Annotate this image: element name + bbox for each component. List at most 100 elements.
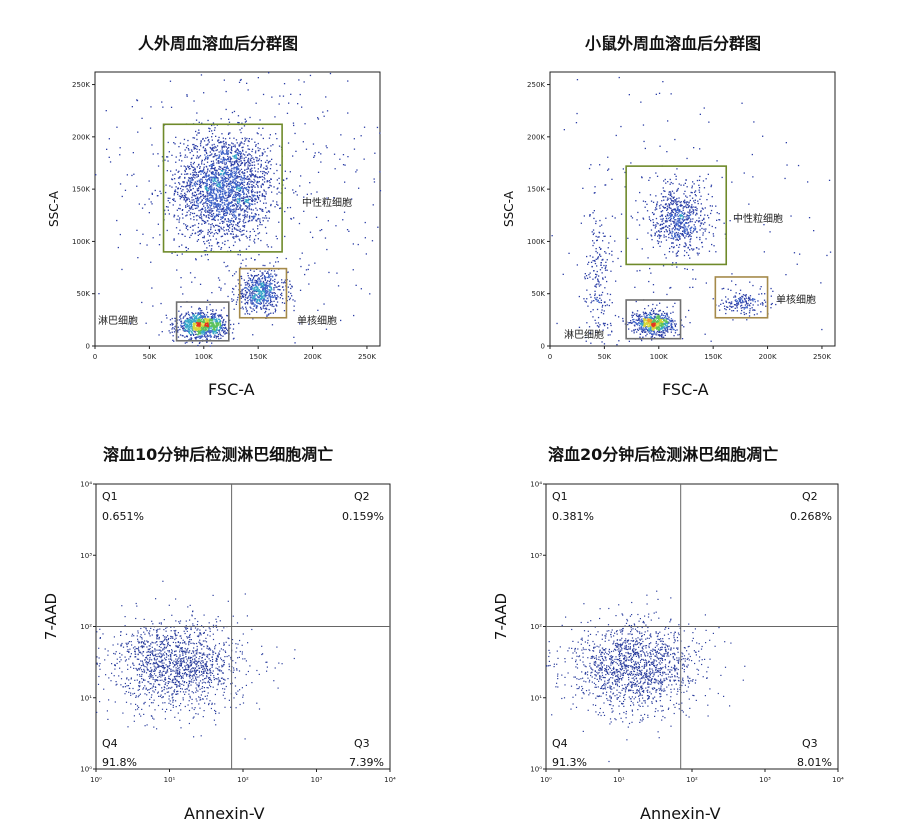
event-point (223, 209, 225, 211)
event-point (204, 159, 206, 161)
event-point (233, 273, 236, 275)
event-point (268, 302, 270, 305)
event-point (677, 232, 679, 234)
event-point (707, 193, 710, 195)
event-point (200, 186, 202, 188)
event-point (651, 212, 654, 214)
event-point (216, 169, 218, 171)
event-point (254, 287, 256, 289)
event-point (661, 200, 663, 202)
event-point (741, 309, 743, 312)
event-point (218, 338, 220, 340)
event-point (212, 171, 214, 173)
event-point (211, 149, 213, 151)
event-point (95, 174, 97, 176)
event-point (209, 325, 212, 327)
event-point (247, 166, 249, 168)
event-point (230, 194, 232, 196)
event-point (676, 252, 678, 254)
event-point (215, 232, 217, 234)
event-point (742, 294, 745, 296)
event-point (234, 236, 236, 238)
event-point (305, 269, 308, 271)
event-point (739, 300, 741, 303)
event-point (679, 221, 681, 224)
event-point (192, 326, 194, 328)
event-point (686, 186, 688, 188)
event-point (655, 207, 657, 209)
event-point (188, 177, 191, 179)
event-point (233, 180, 235, 182)
event-point (659, 228, 662, 230)
event-point (266, 284, 268, 287)
event-point (197, 334, 199, 336)
event-point (195, 323, 197, 325)
event-point (171, 317, 173, 320)
event-point (236, 153, 238, 155)
event-point (203, 202, 205, 204)
event-point (702, 234, 704, 236)
event-point (186, 330, 188, 332)
event-point (655, 224, 657, 226)
event-point (220, 309, 223, 311)
event-point (186, 317, 188, 320)
event-point (269, 262, 271, 264)
event-point (213, 318, 216, 320)
event-point (653, 213, 655, 216)
event-point (109, 161, 112, 163)
event-point (240, 141, 242, 143)
event-point (172, 323, 174, 325)
event-point (229, 205, 232, 207)
event-point (677, 215, 679, 218)
event-point (212, 164, 215, 166)
event-point (689, 244, 692, 247)
event-point (673, 246, 675, 248)
event-point (157, 165, 160, 167)
event-point (248, 180, 250, 183)
event-point (170, 106, 173, 108)
event-point (216, 322, 219, 324)
event-point (226, 173, 229, 176)
event-point (227, 265, 229, 267)
event-point (244, 284, 247, 286)
event-point (254, 213, 256, 215)
event-point (203, 92, 205, 94)
event-point (255, 207, 257, 209)
event-point (180, 318, 182, 320)
event-point (265, 302, 267, 305)
event-point (209, 170, 211, 172)
event-point (186, 211, 188, 213)
event-point (267, 300, 269, 302)
event-point (226, 207, 228, 209)
event-point (206, 161, 209, 163)
event-point (223, 199, 226, 201)
event-point (246, 288, 248, 290)
event-point (224, 332, 227, 334)
event-point (257, 168, 259, 170)
event-point (232, 204, 234, 206)
event-point (200, 211, 203, 213)
event-point (208, 326, 211, 329)
event-point (261, 183, 263, 185)
event-point (651, 239, 653, 241)
event-point (181, 185, 183, 187)
event-point (251, 197, 253, 199)
event-point (689, 220, 691, 222)
event-point (260, 298, 262, 300)
event-point (173, 214, 175, 216)
event-point (255, 306, 258, 308)
event-point (273, 270, 276, 272)
event-point (210, 211, 212, 213)
event-point (234, 203, 236, 205)
event-point (258, 127, 260, 129)
event-point (197, 231, 199, 233)
event-point (178, 310, 180, 312)
event-point (225, 180, 228, 182)
event-point (229, 144, 231, 146)
event-point (264, 198, 266, 200)
event-point (208, 194, 211, 196)
event-point (198, 333, 200, 335)
event-point (268, 137, 271, 139)
event-point (264, 264, 266, 267)
event-point (253, 175, 255, 177)
